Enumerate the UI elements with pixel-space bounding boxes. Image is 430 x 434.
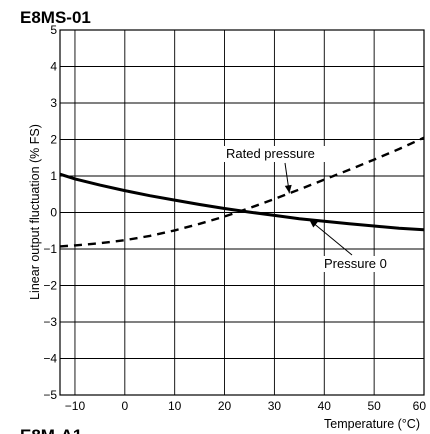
y-tick-label: −2 bbox=[43, 279, 57, 293]
series-line-rated-pressure bbox=[59, 136, 425, 248]
x-tick-label: 30 bbox=[268, 399, 282, 413]
y-tick-label: 1 bbox=[50, 169, 57, 183]
y-tick-label: −4 bbox=[43, 352, 57, 366]
y-tick-label: 5 bbox=[50, 23, 57, 37]
annotation-leader-pressure-0 bbox=[308, 219, 353, 256]
annotations: Rated pressure Pressure 0 bbox=[224, 146, 398, 272]
x-tick-label: −10 bbox=[65, 399, 86, 413]
series-group bbox=[59, 136, 425, 248]
x-tick-label: 60 bbox=[413, 399, 427, 413]
x-tick-label: 20 bbox=[218, 399, 232, 413]
chart-title: E8MS-01 bbox=[20, 8, 91, 27]
x-tick-label: 50 bbox=[367, 399, 381, 413]
y-tick-label: 0 bbox=[50, 206, 57, 220]
x-tick-labels: −10 0 10 20 30 40 50 60 bbox=[65, 399, 427, 413]
x-tick-label: 40 bbox=[318, 399, 332, 413]
y-tick-label: −3 bbox=[43, 315, 57, 329]
y-axis-label: Linear output fluctuation (% FS) bbox=[28, 124, 42, 300]
x-tick-label: 0 bbox=[121, 399, 128, 413]
x-tick-label: 10 bbox=[168, 399, 182, 413]
x-axis-label: Temperature (°C) bbox=[324, 417, 420, 431]
annotation-arrowhead-pressure-0 bbox=[309, 219, 318, 228]
y-tick-label: 4 bbox=[50, 60, 57, 74]
y-tick-label: −5 bbox=[43, 388, 57, 402]
y-tick-label: −1 bbox=[43, 242, 57, 256]
y-tick-label: 2 bbox=[50, 133, 57, 147]
annotation-bg-rated-pressure bbox=[224, 146, 329, 162]
annotation-arrowhead-rated-pressure bbox=[284, 184, 292, 194]
y-tick-label: 3 bbox=[50, 96, 57, 110]
annotation-pressure-0: Pressure 0 bbox=[324, 256, 387, 271]
series-line-pressure-0 bbox=[59, 172, 425, 232]
annotation-bg-pressure-0 bbox=[322, 256, 398, 272]
y-tick-labels: 5 4 3 2 1 0 −1 −2 −3 −4 −5 bbox=[43, 23, 57, 402]
footer-partial-title: E8M-A1 bbox=[20, 426, 82, 434]
annotation-rated-pressure: Rated pressure bbox=[226, 146, 315, 161]
plot-frame bbox=[59, 29, 425, 396]
